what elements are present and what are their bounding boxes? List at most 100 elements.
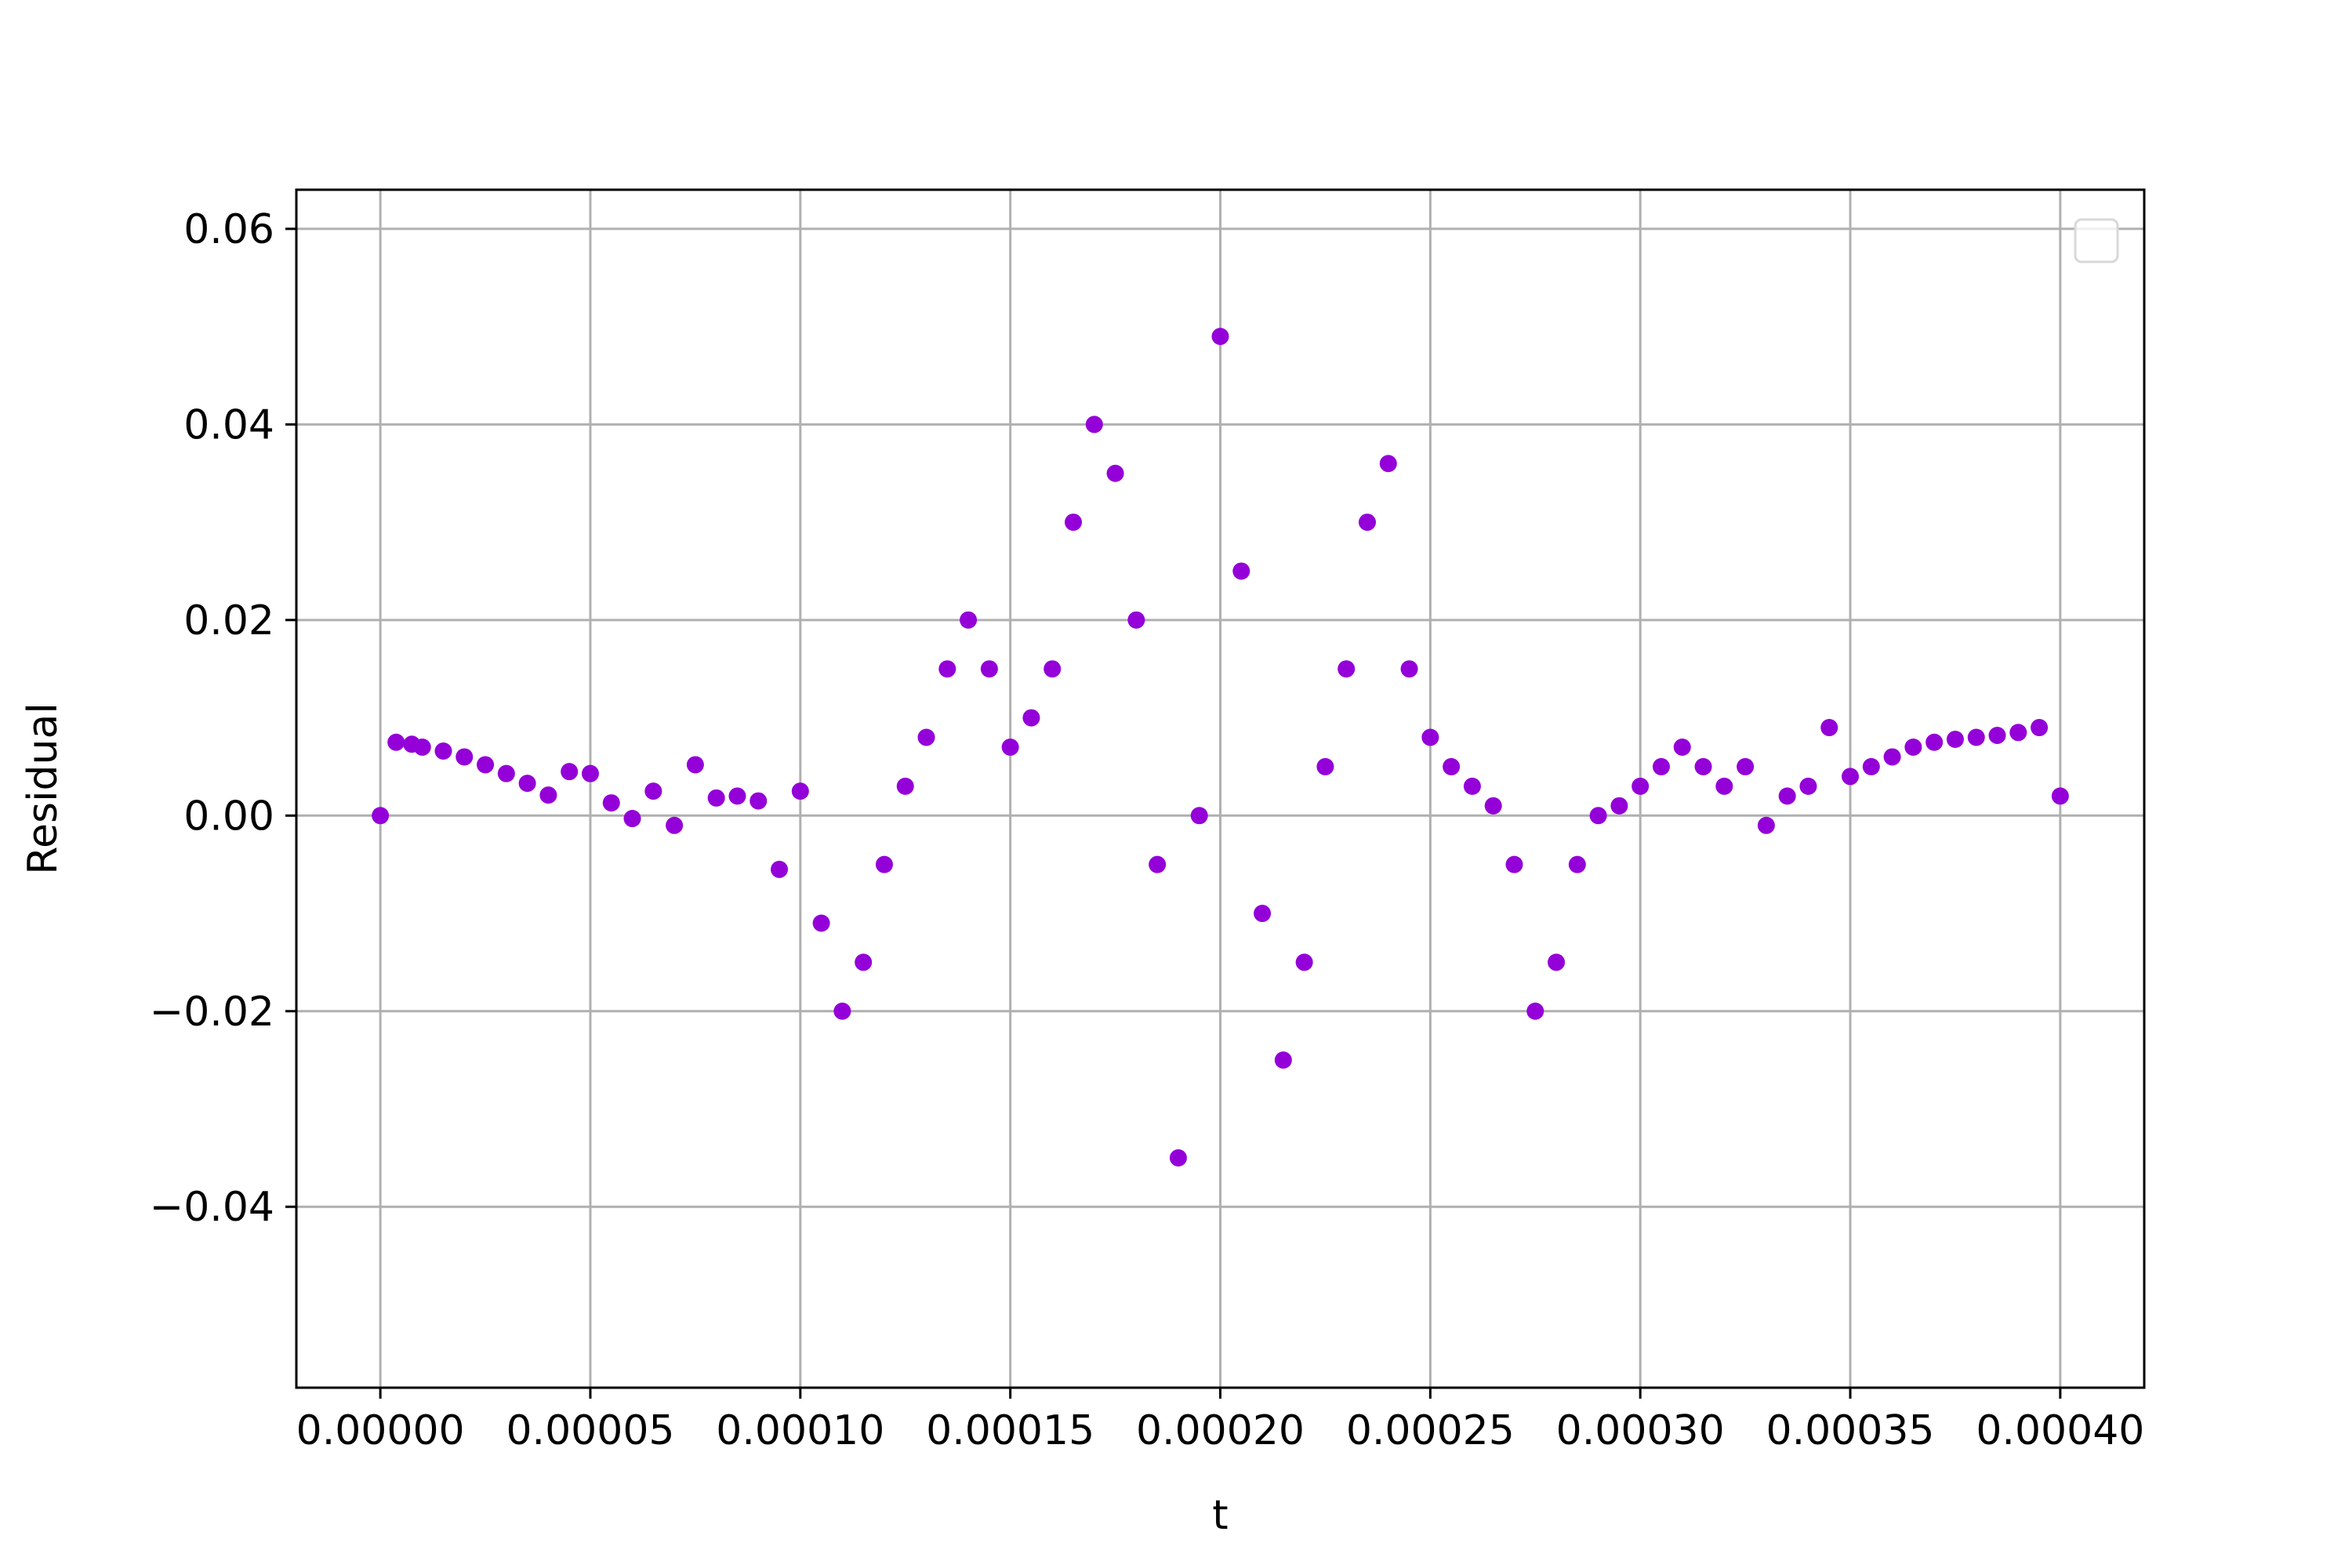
scatter-point <box>477 756 495 774</box>
scatter-point <box>1085 416 1103 434</box>
scatter-point <box>1001 738 1019 756</box>
scatter-point <box>833 1002 851 1020</box>
scatter-point <box>1254 905 1272 923</box>
scatter-point <box>1926 733 1944 751</box>
scatter-point <box>1632 777 1650 795</box>
scatter-point <box>1610 797 1628 815</box>
scatter-point <box>2051 787 2069 805</box>
scatter-point <box>1232 562 1250 580</box>
scatter-point <box>896 777 914 795</box>
scatter-point <box>1169 1149 1187 1167</box>
scatter-point <box>1737 757 1755 775</box>
scatter-point <box>1799 777 1817 795</box>
scatter-point <box>771 860 789 878</box>
y-tick-label: 0.04 <box>183 401 274 448</box>
scatter-point <box>1904 738 1922 756</box>
scatter-point <box>917 728 935 746</box>
scatter-point <box>1548 953 1566 971</box>
scatter-point <box>1316 757 1334 775</box>
x-tick-label: 0.00010 <box>716 1407 884 1454</box>
scatter-point <box>728 787 746 805</box>
scatter-point <box>1589 807 1607 825</box>
scatter-point <box>1820 719 1838 737</box>
scatter-point <box>855 953 873 971</box>
scatter-point <box>1842 768 1860 786</box>
scatter-point <box>1022 709 1040 727</box>
scatter-point <box>1379 455 1397 473</box>
scatter-point <box>812 914 830 932</box>
scatter-point <box>539 786 557 804</box>
scatter-point <box>707 789 725 807</box>
scatter-point <box>1274 1051 1292 1069</box>
scatter-point <box>387 733 405 751</box>
scatter-point <box>1673 738 1691 756</box>
x-tick-label: 0.00015 <box>926 1407 1094 1454</box>
scatter-point <box>1778 787 1796 805</box>
x-tick-label: 0.00005 <box>506 1407 674 1454</box>
scatter-point <box>434 742 452 760</box>
scatter-point <box>1862 757 1880 775</box>
scatter-point <box>980 660 998 678</box>
scatter-point <box>875 855 893 873</box>
y-tick-label: −0.04 <box>150 1184 274 1231</box>
scatter-point <box>1211 328 1229 346</box>
scatter-point <box>2009 724 2027 742</box>
x-tick-label: 0.00025 <box>1346 1407 1515 1454</box>
scatter-points <box>372 328 2069 1167</box>
scatter-point <box>1149 855 1167 873</box>
x-tick-label: 0.00000 <box>296 1407 465 1454</box>
scatter-point <box>1715 777 1733 795</box>
x-axis-label: t <box>1212 1492 1228 1539</box>
scatter-point <box>1190 807 1208 825</box>
scatter-point <box>623 810 641 828</box>
scatter-point <box>1652 757 1670 775</box>
scatter-point <box>1967 728 1985 746</box>
scatter-point <box>2031 719 2049 737</box>
scatter-point <box>960 611 978 629</box>
x-tick-label: 0.00020 <box>1136 1407 1305 1454</box>
scatter-point <box>1757 816 1775 834</box>
scatter-point <box>372 807 390 825</box>
scatter-point <box>1526 1002 1544 1020</box>
scatter-point <box>1988 727 2006 745</box>
scatter-point <box>518 775 536 793</box>
scatter-point <box>666 816 684 834</box>
scatter-point <box>581 764 599 782</box>
y-tick-label: 0.00 <box>183 793 274 840</box>
y-axis-ticks: −0.04 −0.02 0.00 0.02 0.04 0.06 <box>150 206 296 1231</box>
scatter-point <box>1883 748 1901 766</box>
scatter-point <box>1443 757 1461 775</box>
scatter-point <box>1065 514 1083 532</box>
scatter-point <box>1295 953 1313 971</box>
y-axis-label: Residual <box>20 702 67 875</box>
y-tick-label: 0.06 <box>183 206 274 253</box>
scatter-point <box>1044 660 1062 678</box>
scatter-point <box>1463 777 1481 795</box>
scatter-point <box>1505 855 1523 873</box>
scatter-point <box>1421 728 1439 746</box>
scatter-point <box>686 756 704 774</box>
x-tick-label: 0.00030 <box>1556 1407 1725 1454</box>
scatter-point <box>1694 757 1712 775</box>
x-tick-label: 0.00040 <box>1976 1407 2144 1454</box>
scatter-point <box>1484 797 1502 815</box>
scatter-point <box>413 738 431 756</box>
scatter-point <box>1338 660 1356 678</box>
y-tick-label: 0.02 <box>183 597 274 644</box>
scatter-point <box>644 782 662 800</box>
scatter-point <box>497 764 515 782</box>
y-tick-label: −0.02 <box>150 989 274 1036</box>
scatter-point <box>602 794 620 812</box>
scatter-point <box>1127 611 1145 629</box>
scatter-point <box>1946 731 1964 749</box>
scatter-point <box>938 660 956 678</box>
scatter-point <box>750 792 768 810</box>
scatter-point <box>1568 855 1586 873</box>
scatter-point <box>561 763 579 781</box>
scatter-point <box>1106 464 1124 482</box>
scatter-point <box>1400 660 1418 678</box>
grid <box>296 190 2144 1388</box>
x-tick-label: 0.00035 <box>1766 1407 1934 1454</box>
